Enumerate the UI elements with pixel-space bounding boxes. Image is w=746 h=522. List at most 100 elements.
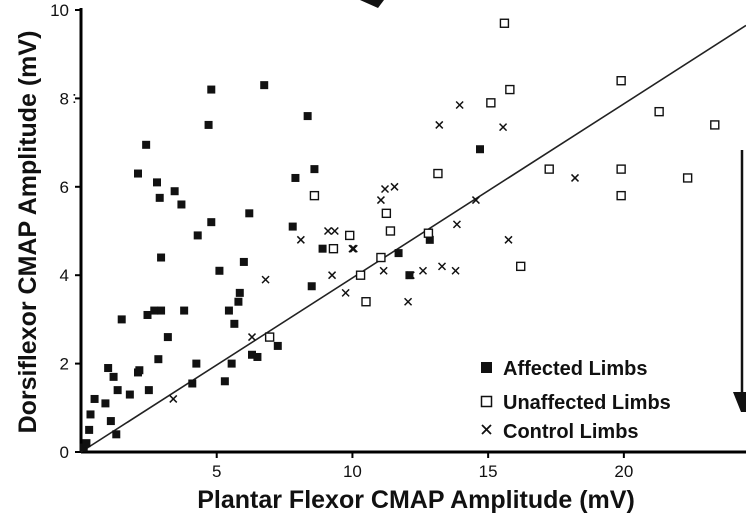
- unaffected-point: [616, 76, 626, 86]
- affected-point: [143, 310, 152, 319]
- y-tick-label: 8: [60, 89, 69, 108]
- unaffected-point: [376, 252, 386, 263]
- control-point: [349, 244, 358, 253]
- control-point: [380, 184, 390, 194]
- series-affected-limbs: [79, 81, 484, 452]
- affected-point: [104, 364, 113, 373]
- colon-mark: :: [72, 88, 77, 107]
- x-tick-label: 5: [212, 462, 221, 481]
- control-point: [404, 297, 413, 306]
- legend-label-affected: Affected Limbs: [503, 358, 647, 380]
- control-point: [504, 235, 513, 244]
- legend: Affected Limbs Unaffected Limbs Control …: [480, 358, 671, 443]
- x-tick-label: 20: [614, 462, 633, 481]
- series-control-limbs: [169, 100, 580, 403]
- legend-marker-unaffected: [480, 395, 493, 408]
- control-point: [169, 394, 178, 403]
- affected-point: [253, 352, 262, 361]
- y-axis-title: Dorsiflexor CMAP Amplitude (mV): [14, 31, 42, 434]
- affected-point: [227, 359, 236, 368]
- affected-point: [248, 350, 256, 359]
- right-arrowhead: [733, 392, 746, 412]
- affected-point: [273, 341, 282, 350]
- affected-point: [239, 257, 248, 266]
- unaffected-point: [499, 18, 510, 28]
- affected-point: [85, 425, 94, 434]
- affected-point: [207, 85, 216, 94]
- top-arrow-artifact: [360, 0, 384, 8]
- affected-point: [157, 306, 166, 315]
- affected-point: [154, 355, 163, 364]
- control-point: [330, 226, 339, 236]
- y-tick-label: 2: [60, 355, 69, 374]
- y-tick-label: 4: [60, 266, 69, 285]
- affected-point: [177, 200, 186, 209]
- unaffected-point: [328, 243, 339, 254]
- control-point: [499, 123, 508, 132]
- affected-point: [193, 231, 202, 240]
- affected-point: [224, 306, 233, 315]
- series-unaffected-limbs: [264, 18, 720, 342]
- affected-point: [150, 306, 159, 315]
- unaffected-point: [361, 297, 371, 307]
- data-points: [79, 18, 720, 452]
- affected-point: [235, 288, 244, 297]
- affected-point: [291, 173, 300, 182]
- unaffected-point: [355, 270, 366, 280]
- axes: [79, 8, 746, 454]
- unaffected-point: [264, 332, 275, 342]
- affected-point: [112, 430, 121, 439]
- affected-point: [106, 417, 115, 426]
- y-tick-label: 0: [60, 443, 69, 462]
- x-axis-title: Plantar Flexor CMAP Amplitude (mV): [197, 486, 635, 514]
- unaffected-point: [654, 106, 664, 117]
- affected-point: [155, 193, 164, 202]
- unaffected-point: [381, 208, 392, 219]
- affected-point: [192, 359, 201, 368]
- affected-point: [142, 140, 151, 149]
- reference-line: [80, 24, 746, 453]
- affected-point: [109, 372, 118, 381]
- unaffected-point: [309, 190, 320, 201]
- unaffected-point: [486, 98, 496, 108]
- affected-point: [215, 266, 224, 275]
- unaffected-point: [505, 84, 515, 95]
- unaffected-point: [385, 226, 396, 236]
- unaffected-point: [345, 230, 355, 241]
- unaffected-point: [516, 261, 526, 272]
- affected-point: [113, 386, 122, 395]
- x-tick-label: 15: [479, 462, 498, 481]
- y-tick-label: 10: [50, 1, 69, 20]
- affected-point: [90, 394, 99, 403]
- unaffected-point: [544, 164, 554, 174]
- affected-point: [230, 319, 239, 328]
- affected-point: [125, 390, 134, 399]
- affected-point: [245, 209, 254, 218]
- control-point: [296, 235, 305, 244]
- affected-point: [310, 165, 319, 174]
- affected-point: [153, 178, 161, 187]
- control-point: [390, 182, 399, 191]
- legend-label-control: Control Limbs: [503, 421, 639, 443]
- unaffected-point: [682, 173, 693, 183]
- affected-point: [188, 379, 197, 388]
- affected-point: [204, 120, 213, 129]
- unaffected-point: [423, 228, 434, 238]
- affected-point: [207, 218, 216, 227]
- unaffected-point: [433, 168, 443, 179]
- affected-point: [405, 271, 414, 280]
- legend-marker-affected: [481, 362, 492, 373]
- tick-marks: [75, 9, 625, 458]
- affected-point: [476, 145, 484, 154]
- control-point: [261, 275, 270, 284]
- control-point: [341, 288, 350, 297]
- affected-point: [117, 315, 126, 324]
- affected-point: [234, 297, 243, 306]
- control-point: [452, 220, 461, 229]
- affected-point: [318, 244, 327, 253]
- affected-point: [220, 377, 229, 386]
- control-point: [348, 244, 357, 253]
- unaffected-point: [710, 120, 720, 130]
- control-point: [323, 226, 333, 236]
